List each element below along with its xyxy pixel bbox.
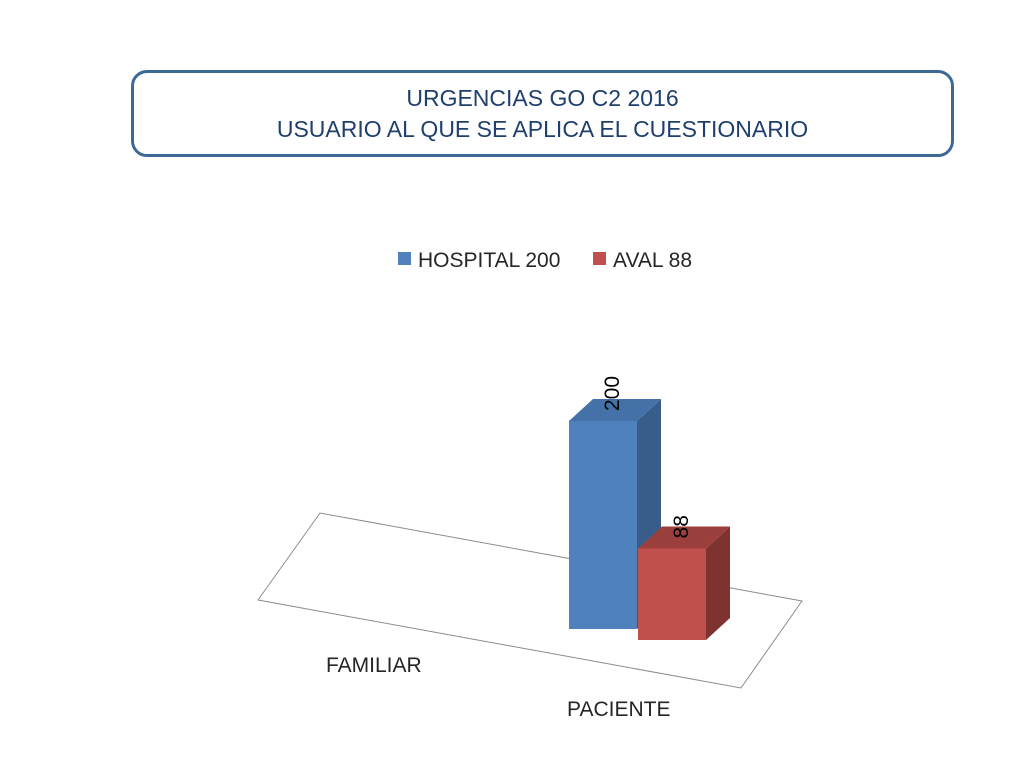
bar-aval-front: [638, 548, 706, 640]
bar-aval-side: [706, 526, 730, 640]
chart-title-box: URGENCIAS GO C2 2016 USUARIO AL QUE SE A…: [131, 70, 954, 157]
legend-label-aval: AVAL 88: [613, 249, 692, 272]
chart-title-line-2: USUARIO AL QUE SE APLICA EL CUESTIONARIO: [276, 115, 809, 142]
legend-swatch-aval: [593, 252, 606, 265]
legend-label-hospital: HOSPITAL 200: [418, 249, 560, 272]
chart-floor: [257, 512, 803, 689]
data-label-hospital: 200: [601, 376, 624, 411]
bar-hospital-front: [569, 421, 637, 629]
legend-swatch-hospital: [398, 252, 411, 265]
bar-aval-top: [638, 526, 730, 549]
category-label-paciente: PACIENTE: [567, 698, 670, 721]
chart-legend: HOSPITAL 200 AVAL 88: [398, 249, 692, 272]
bar-aval-paciente: 88: [638, 515, 730, 640]
chart-title-line-1: URGENCIAS GO C2 2016: [406, 84, 679, 111]
category-label-familiar: FAMILIAR: [326, 654, 422, 677]
data-label-aval: 88: [670, 515, 693, 538]
bar-hospital-top: [569, 399, 661, 421]
chart-bars: 200 88: [569, 376, 730, 640]
